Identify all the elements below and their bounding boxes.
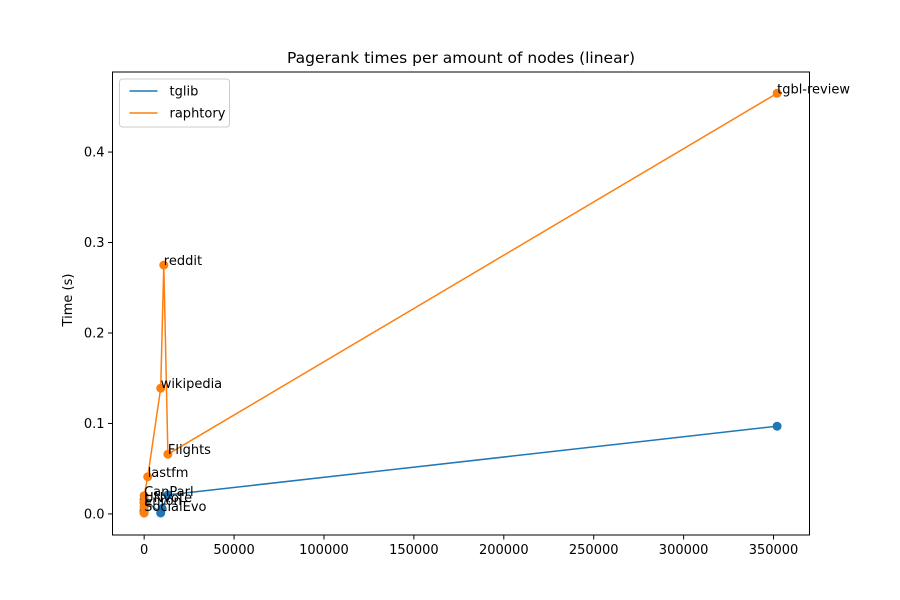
annotation-flights: Flights [168,443,211,458]
annotation-tgbl-review: tgbl-review [777,82,850,97]
data-point-tglib-9 [772,421,782,431]
x-tick-label: 150000 [389,543,439,558]
data-point-raphtory-2 [139,497,149,507]
y-tick-label: 0.1 [84,417,105,432]
chart-title: Pagerank times per amount of nodes (line… [287,49,635,67]
data-point-raphtory-8 [772,88,782,98]
y-tick-label: 0.0 [84,507,105,522]
y-tick-label: 0.2 [84,326,105,341]
data-point-raphtory-4 [143,472,153,482]
data-point-tglib-7 [157,504,167,513]
legend-label-raphtory: raphtory [170,107,226,122]
data-point-raphtory-3 [139,491,149,501]
data-point-raphtory-0 [139,508,149,518]
axes-frame [112,71,810,536]
x-tick-label: 50000 [213,543,254,558]
x-tick-label: 200000 [479,543,529,558]
y-axis: 0.0 0.1 0.2 0.3 0.4 [84,146,113,522]
annotations: tgbl-review reddit wikipedia Flights lastfm C… [144,82,850,515]
legend: tglib raphtory [119,78,230,128]
data-point-raphtory-5 [156,383,166,393]
annotation-reddit: reddit [164,254,202,269]
x-axis: 0 50000 100000 150000 200000 250000 300000 3500… [140,535,798,558]
x-tick-label: 350000 [749,543,799,558]
annotation-wikipedia: wikipedia [161,377,222,392]
y-axis-label: Time (s) [61,274,76,328]
x-tick-label: 100000 [299,543,349,558]
y-tick-label: 0.4 [84,146,105,161]
data-point-raphtory-7 [163,449,173,459]
plot-area [139,88,782,518]
annotation-canparl: CanParl [144,485,193,500]
annotation-lastfm: lastfm [148,466,189,481]
x-tick-label: 0 [140,543,148,558]
x-tick-label: 300000 [659,543,709,558]
data-point-raphtory-6 [159,260,169,270]
data-point-tglib-8 [163,490,173,500]
y-tick-label: 0.3 [84,236,105,251]
annotation-socialevo: SocialEvo [144,500,206,515]
x-tick-label: 250000 [569,543,619,558]
legend-label-tglib: tglib [170,85,199,100]
annotation-unvote: UNvote [144,491,192,506]
annotation-enron: Enron [144,494,182,509]
